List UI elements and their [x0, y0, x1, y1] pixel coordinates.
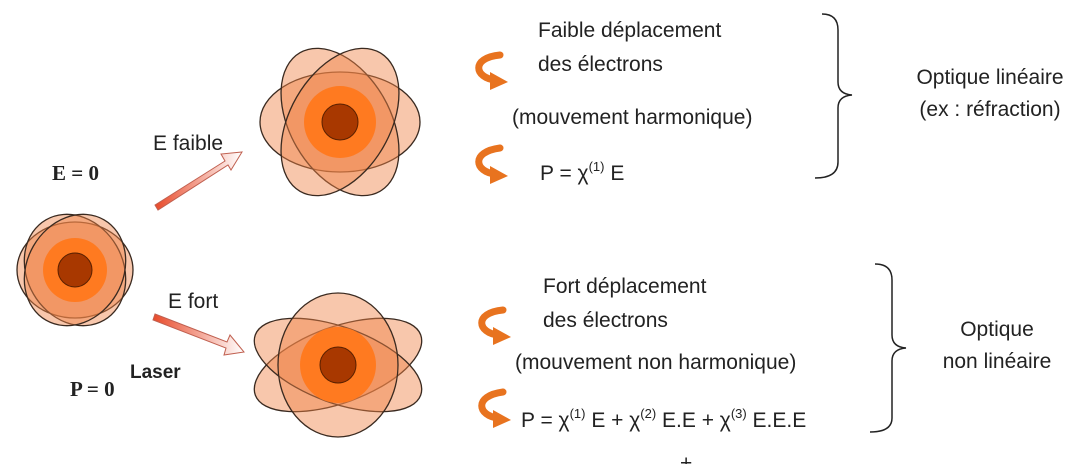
brace-weak	[814, 13, 853, 179]
label-laser: Laser	[130, 362, 181, 383]
text: Fort déplacement	[543, 275, 707, 298]
formula: P = χ(1) E	[540, 159, 624, 185]
formula-part: P = χ	[540, 162, 589, 185]
formula-part: E + χ	[585, 409, 640, 432]
formula-part: P = χ	[521, 409, 570, 432]
result: (ex : réfraction)	[919, 98, 1060, 121]
curl-icons	[475, 51, 511, 428]
text: (mouvement harmonique)	[512, 106, 752, 129]
arrow-strong	[152, 313, 245, 356]
brace-strong	[869, 263, 907, 433]
formula-part: E.E.E	[747, 409, 807, 432]
formula: P = χ(1) E + χ(2) E.E + χ(3) E.E.E	[521, 406, 806, 432]
label-e-weak: E faible	[153, 132, 223, 155]
arrow-weak	[154, 151, 243, 211]
label-e-zero: E = 0	[52, 161, 99, 185]
result: Optique linéaire	[916, 66, 1063, 89]
text: Faible déplacement	[538, 19, 721, 42]
label-p-zero: P = 0	[70, 377, 115, 401]
result: non linéaire	[943, 350, 1052, 373]
formula-part: E	[604, 162, 624, 185]
formula-part: E.E + χ	[656, 409, 731, 432]
superscript: (1)	[589, 159, 605, 174]
atom-rest	[16, 213, 134, 327]
text: (mouvement non harmonique)	[515, 351, 796, 374]
superscript: (2)	[640, 406, 656, 421]
label-e-strong: E fort	[168, 290, 218, 313]
atom-weak	[259, 47, 421, 197]
text: des électrons	[543, 309, 668, 332]
text: des électrons	[538, 53, 663, 76]
atom-strong	[253, 292, 423, 438]
formula-cont: + ...	[680, 452, 716, 464]
result: Optique	[960, 318, 1034, 341]
superscript: (1)	[570, 406, 586, 421]
superscript: (3)	[731, 406, 747, 421]
